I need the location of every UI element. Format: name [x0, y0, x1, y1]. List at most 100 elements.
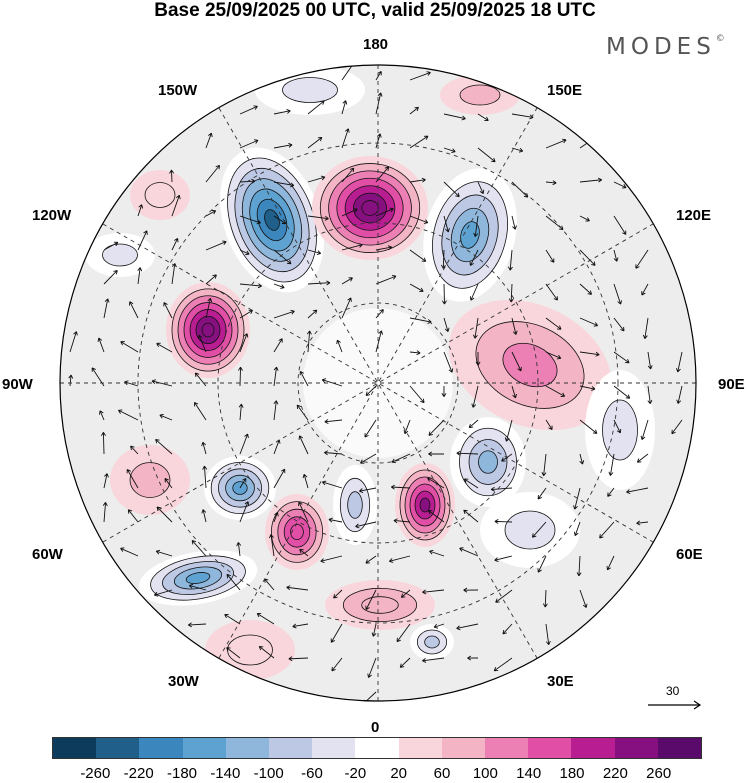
wind-arrow [126, 468, 139, 489]
wind-arrow [333, 589, 343, 599]
wind-arrow [156, 342, 173, 353]
brand-mark: © [715, 34, 725, 45]
wind-arrow [469, 283, 479, 301]
wind-arrow [641, 283, 649, 296]
wind-arrow [490, 486, 513, 492]
wind-arrow [330, 623, 343, 643]
lon-label-120e: 120E [676, 207, 712, 224]
colorbar-swatch [312, 738, 356, 758]
wind-arrow [155, 549, 173, 557]
wind-arrow [642, 317, 649, 339]
wind-arrow [163, 302, 173, 319]
wind-arrow [375, 245, 393, 251]
wind-arrow [463, 587, 479, 593]
positive-anomaly [440, 75, 520, 115]
anomaly-contour [282, 77, 338, 103]
wind-arrow [164, 478, 173, 489]
wind-arrow [463, 478, 479, 489]
wind-arrow [273, 512, 279, 523]
wind-arrow [493, 657, 513, 672]
wind-arrow [613, 283, 623, 305]
colorbar-swatch [269, 738, 313, 758]
colorbar-swatch [657, 738, 702, 758]
wind-arrow [599, 521, 615, 539]
wind-arrow [422, 589, 445, 595]
wind-arrow [307, 175, 326, 183]
wind-arrow [511, 385, 517, 399]
colorbar-swatch [485, 738, 529, 758]
positive-anomaly [325, 580, 435, 630]
wind-arrow [273, 249, 292, 265]
positive-anomaly [448, 299, 612, 431]
brand-logo: MODES© [606, 34, 725, 60]
wind-arrow [375, 309, 384, 319]
wind-arrow [403, 419, 411, 435]
wind-arrow [155, 438, 173, 455]
wind-arrow [102, 502, 108, 523]
wind-arrow [238, 403, 244, 421]
wind-arrow [545, 623, 551, 646]
wind-arrow [477, 113, 489, 121]
colorbar-tick-label: -260 [80, 765, 111, 782]
wind-arrow [409, 249, 427, 262]
wind-arrow [494, 519, 513, 524]
wind-arrow [613, 351, 630, 364]
anomaly-contour [347, 491, 363, 519]
wind-arrow [545, 249, 555, 263]
wind-arrow [194, 401, 207, 421]
anomaly-contour [460, 221, 480, 249]
wind-arrow [429, 549, 445, 557]
brand-name: MODES [606, 34, 716, 60]
wind-arrow [545, 138, 567, 149]
wind-arrow [198, 334, 207, 353]
wind-arrow [427, 510, 445, 523]
wind-arrow [364, 419, 377, 438]
wind-arrow [422, 657, 445, 663]
wind-arrow [613, 215, 627, 235]
wind-arrow [191, 540, 207, 557]
wind-arrow [391, 453, 411, 464]
wind-arrow [103, 241, 119, 251]
wind-arrow [635, 249, 649, 269]
wind-arrow [613, 249, 619, 262]
wind-arrow [409, 135, 429, 149]
colorbar-swatch [355, 738, 399, 758]
wind-arrow [545, 180, 557, 186]
wind-arrow [239, 501, 250, 523]
wind-vectors [68, 65, 683, 701]
wind-arrow [573, 521, 581, 537]
colorbar-swatch [96, 738, 140, 758]
lon-label-30e: 30E [547, 673, 574, 690]
wind-arrow [388, 555, 411, 563]
negative-anomaly [220, 147, 324, 293]
wind-arrow [273, 366, 279, 387]
colorbar-swatch [53, 738, 97, 758]
negative-anomaly [423, 168, 517, 302]
wind-arrow [579, 317, 599, 327]
wind-arrow [159, 413, 173, 421]
wind-arrow [375, 207, 394, 217]
colorbar-tick-label: -100 [253, 765, 284, 782]
anomaly-contour [129, 462, 171, 498]
wind-arrow [443, 351, 454, 373]
wind-arrow [307, 249, 322, 255]
wind-arrow [341, 208, 358, 217]
wind-arrow [671, 419, 683, 435]
anomaly-contour [227, 634, 273, 666]
wind-arrow [341, 128, 350, 149]
positive-anomaly [110, 445, 190, 515]
wind-arrow [273, 338, 283, 353]
wind-arrow [676, 385, 683, 404]
negative-anomaly [85, 233, 155, 277]
anomaly-contour [602, 399, 638, 461]
wind-arrow [151, 379, 173, 387]
wind-arrow [579, 589, 588, 608]
wind-arrow [299, 370, 309, 387]
wind-arrow [237, 366, 243, 387]
anomaly-contour [201, 322, 215, 338]
wind-arrow [239, 477, 247, 489]
reference-vector-label: 30 [666, 684, 680, 698]
wind-arrow [443, 215, 450, 233]
wind-arrow [360, 453, 377, 464]
colorbar-tick-label: 260 [646, 765, 672, 782]
